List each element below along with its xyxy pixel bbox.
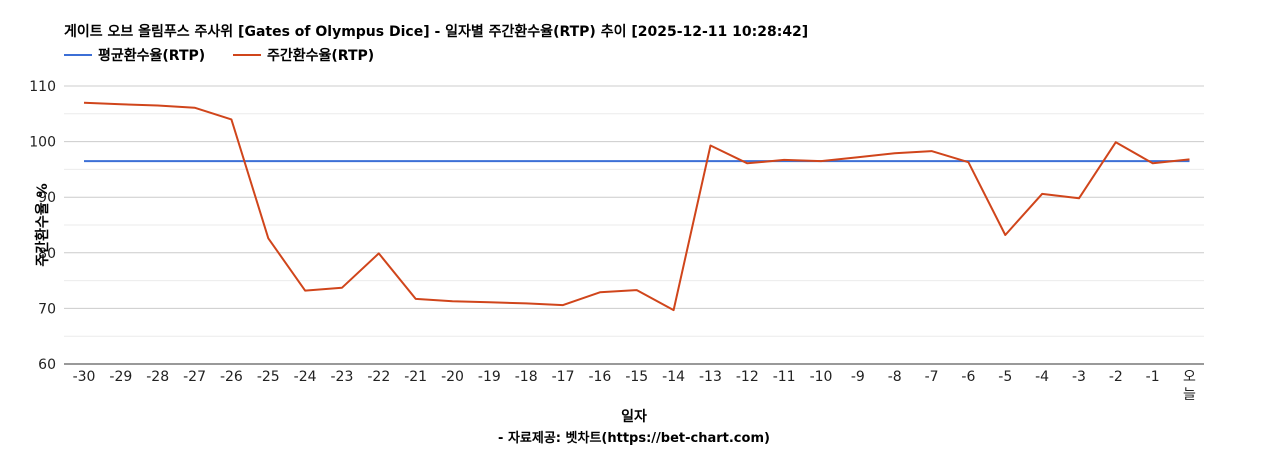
- x-tick-label: -10: [810, 369, 833, 385]
- x-tick-label: -24: [294, 369, 317, 385]
- x-tick-label: -19: [478, 369, 501, 385]
- source-credit: - 자료제공: 벳차트(https://bet-chart.com): [498, 430, 770, 446]
- x-tick-label: -5: [998, 369, 1012, 385]
- y-tick-label: 110: [29, 79, 56, 95]
- x-tick-label: -20: [441, 369, 464, 385]
- x-axis-ticks: -30-29-28-27-26-25-24-23-22-21-20-19-18-…: [73, 369, 1196, 403]
- x-tick-label: -13: [699, 369, 722, 385]
- x-tick-label: -12: [736, 369, 759, 385]
- x-tick-label: -18: [515, 369, 538, 385]
- x-tick-label: -29: [109, 369, 132, 385]
- x-tick-label: -11: [773, 369, 796, 385]
- legend: 평균환수율(RTP) 주간환수율(RTP): [64, 47, 374, 64]
- legend-label: 주간환수율(RTP): [267, 47, 374, 64]
- x-tick-label: -27: [183, 369, 206, 385]
- y-tick-label: 100: [29, 135, 56, 151]
- x-tick-label: -4: [1035, 369, 1049, 385]
- series-line-2[interactable]: [84, 103, 1190, 310]
- chart-title: 게이트 오브 올림푸스 주사위 [Gates of Olympus Dice] …: [64, 23, 808, 40]
- x-tick-label: -7: [925, 369, 939, 385]
- x-tick-label: -14: [662, 369, 685, 385]
- y-axis-label: 주간환수율 %: [34, 183, 51, 266]
- x-tick-label: -16: [588, 369, 611, 385]
- legend-item[interactable]: 평균환수율(RTP): [64, 47, 205, 64]
- x-tick-label: -17: [552, 369, 575, 385]
- x-tick-label: -3: [1072, 369, 1086, 385]
- x-tick-label: -9: [851, 369, 865, 385]
- x-tick-label: -1: [1146, 369, 1160, 385]
- y-tick-label: 70: [38, 301, 56, 317]
- y-tick-label: 60: [38, 357, 56, 373]
- series-lines: [84, 103, 1190, 310]
- x-tick-label: -26: [220, 369, 243, 385]
- x-tick-label: -25: [257, 369, 280, 385]
- legend-label: 평균환수율(RTP): [98, 47, 205, 64]
- legend-item[interactable]: 주간환수율(RTP): [233, 47, 374, 64]
- x-tick-label: -30: [73, 369, 96, 385]
- x-tick-label: -6: [961, 369, 975, 385]
- x-tick-label: -28: [146, 369, 169, 385]
- x-axis-label: 일자: [621, 409, 647, 425]
- x-tick-label: -23: [331, 369, 354, 385]
- x-tick-label: -2: [1109, 369, 1123, 385]
- x-tick-label: -22: [367, 369, 390, 385]
- x-tick-label: -21: [404, 369, 427, 385]
- x-tick-label: -15: [625, 369, 648, 385]
- x-tick-label: -8: [888, 369, 902, 385]
